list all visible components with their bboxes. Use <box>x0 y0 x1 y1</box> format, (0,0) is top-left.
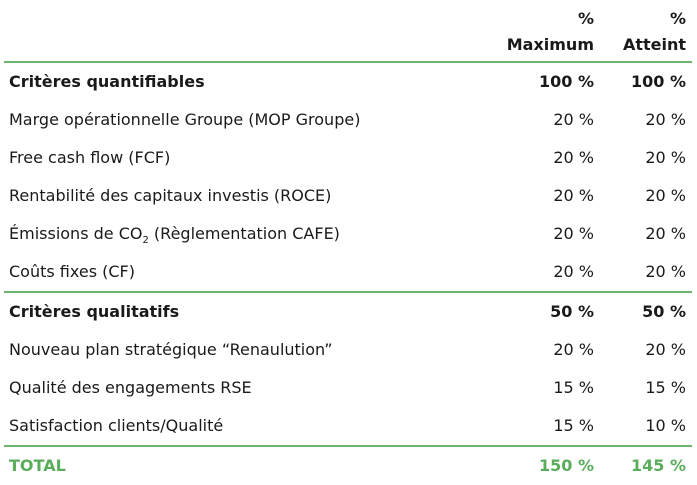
row-label: Nouveau plan stratégique “Renaulution” <box>9 340 333 359</box>
section-qual-atteint: 50 % <box>642 302 686 321</box>
row-atteint: 20 % <box>645 224 686 243</box>
row-atteint: 20 % <box>645 340 686 359</box>
row-label-subscript: 2 <box>142 235 149 247</box>
row-atteint: 20 % <box>645 148 686 167</box>
section-qual-row: Critères qualitatifs 50 % 50 % <box>4 293 692 331</box>
header-maximum-label: Maximum <box>506 35 594 54</box>
row-atteint: 10 % <box>645 416 686 435</box>
row-max: 20 % <box>553 110 594 129</box>
row-atteint: 20 % <box>645 110 686 129</box>
row-label-prefix: Émissions de CO <box>9 224 143 243</box>
table-row: Émissions de CO2 (Règlementation CAFE) 2… <box>4 215 692 253</box>
row-max: 20 % <box>553 340 594 359</box>
header-atteint: % Atteint <box>596 6 686 58</box>
criteria-table: % Maximum % Atteint Critères quantifiabl… <box>4 0 692 485</box>
table-header: % Maximum % Atteint <box>4 0 692 61</box>
row-label: Free cash flow (FCF) <box>9 148 171 167</box>
row-max: 15 % <box>553 378 594 397</box>
header-atteint-label: Atteint <box>622 35 686 54</box>
section-quant-atteint: 100 % <box>631 72 686 91</box>
row-atteint: 15 % <box>645 378 686 397</box>
header-maximum: % Maximum <box>454 6 594 58</box>
row-label-suffix: (Règlementation CAFE) <box>148 224 340 243</box>
row-label: Qualité des engagements RSE <box>9 378 252 397</box>
row-max: 15 % <box>553 416 594 435</box>
row-label: Émissions de CO2 (Règlementation CAFE) <box>9 215 340 253</box>
section-qual-label: Critères qualitatifs <box>9 302 180 321</box>
header-maximum-percent: % <box>577 9 594 28</box>
row-atteint: 20 % <box>645 262 686 281</box>
section-quant-label: Critères quantifiables <box>9 72 205 91</box>
row-atteint: 20 % <box>645 186 686 205</box>
total-label: TOTAL <box>9 456 66 475</box>
table-row: Nouveau plan stratégique “Renaulution” 2… <box>4 331 692 369</box>
row-label: Rentabilité des capitaux investis (ROCE) <box>9 186 332 205</box>
total-max: 150 % <box>539 456 594 475</box>
section-quant-row: Critères quantifiables 100 % 100 % <box>4 63 692 101</box>
table-row: Rentabilité des capitaux investis (ROCE)… <box>4 177 692 215</box>
table-row: Qualité des engagements RSE 15 % 15 % <box>4 369 692 407</box>
total-atteint: 145 % <box>631 456 686 475</box>
row-max: 20 % <box>553 262 594 281</box>
table-row: Marge opérationnelle Groupe (MOP Groupe)… <box>4 101 692 139</box>
row-label: Marge opérationnelle Groupe (MOP Groupe) <box>9 110 361 129</box>
header-divider <box>4 61 692 63</box>
total-divider <box>4 445 692 447</box>
table-row: Free cash flow (FCF) 20 % 20 % <box>4 139 692 177</box>
row-label: Satisfaction clients/Qualité <box>9 416 224 435</box>
table-row: Coûts fixes (CF) 20 % 20 % <box>4 253 692 291</box>
row-label: Coûts fixes (CF) <box>9 262 135 281</box>
row-max: 20 % <box>553 224 594 243</box>
header-atteint-percent: % <box>669 9 686 28</box>
table-row: Satisfaction clients/Qualité 15 % 10 % <box>4 407 692 445</box>
row-max: 20 % <box>553 186 594 205</box>
row-max: 20 % <box>553 148 594 167</box>
total-row: TOTAL 150 % 145 % <box>4 447 692 485</box>
section-divider <box>4 291 692 293</box>
section-quant-max: 100 % <box>539 72 594 91</box>
section-qual-max: 50 % <box>550 302 594 321</box>
